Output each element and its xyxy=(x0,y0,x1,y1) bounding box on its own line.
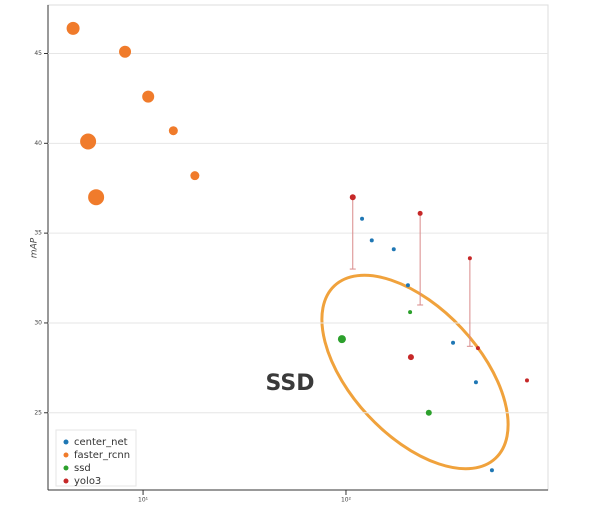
point xyxy=(451,340,456,345)
y-tick-label: 30 xyxy=(34,319,42,326)
y-tick-label: 45 xyxy=(34,50,42,57)
point xyxy=(119,45,132,58)
y-tick-label: 25 xyxy=(34,409,42,416)
x-tick-label: 10¹ xyxy=(138,497,149,504)
point xyxy=(425,409,432,416)
point xyxy=(417,210,423,216)
legend-marker xyxy=(63,452,69,458)
legend-box xyxy=(55,429,137,487)
legend-label: ssd xyxy=(74,463,91,474)
highlight-ellipse xyxy=(320,273,510,471)
point xyxy=(88,189,105,206)
point xyxy=(524,378,529,383)
x-tick-label: 10² xyxy=(341,497,352,504)
marks: 25 30 35 40 45 10¹ 10² center_net faster_rcnnssd… xyxy=(34,21,529,504)
legend-label: center_net xyxy=(74,437,128,448)
point xyxy=(349,194,356,201)
point xyxy=(66,21,80,35)
y-tick-label: 40 xyxy=(34,140,42,147)
point xyxy=(473,380,478,385)
legend-marker xyxy=(63,439,69,445)
point xyxy=(360,216,365,221)
y-tick-label: 35 xyxy=(34,230,42,237)
y-axis-label: mAP xyxy=(30,237,40,258)
legend-label: yolo3 xyxy=(74,476,101,487)
point xyxy=(405,283,410,288)
point xyxy=(475,346,480,351)
point xyxy=(391,247,396,252)
point xyxy=(408,310,413,315)
point xyxy=(337,335,346,344)
legend-marker xyxy=(63,465,69,471)
point xyxy=(369,238,374,243)
point xyxy=(489,468,494,473)
legend-label: faster_rcnn xyxy=(74,450,130,461)
legend-marker xyxy=(63,478,69,484)
point xyxy=(190,171,200,181)
plot-frame xyxy=(47,4,549,491)
point xyxy=(467,256,472,261)
point xyxy=(80,133,97,150)
point xyxy=(407,354,414,361)
annotation: SSD xyxy=(266,371,315,396)
point xyxy=(168,126,178,136)
point xyxy=(142,90,155,103)
